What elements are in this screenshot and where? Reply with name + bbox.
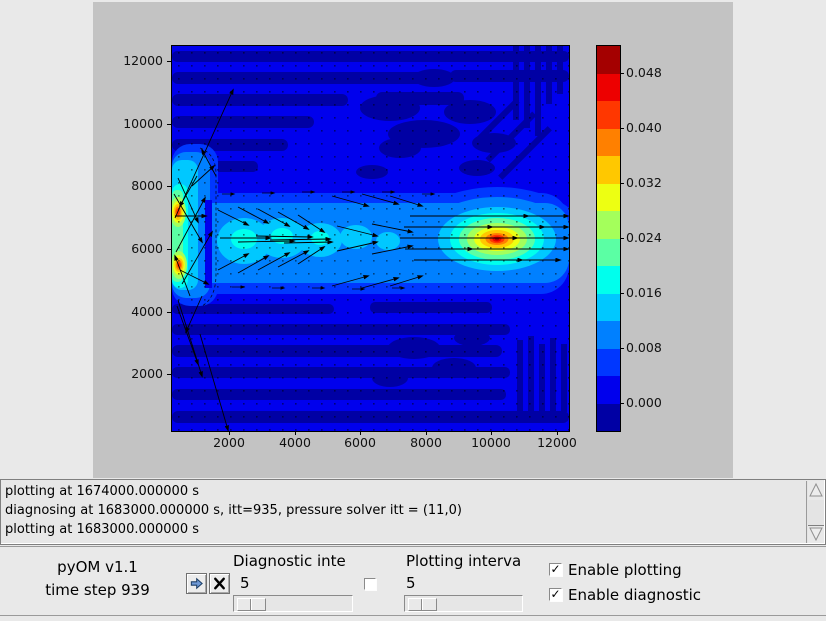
app-version-label: pyOM v1.1 (57, 558, 138, 576)
diagnostic-interval-label: Diagnostic inte (233, 552, 346, 570)
app-title: pyOM v1.1 time step 939 (15, 556, 180, 602)
x-tick (491, 431, 492, 435)
enable-plotting-checkbox[interactable]: ✓ (549, 563, 562, 576)
x-tick (557, 431, 558, 435)
figure-canvas: 0.048 0.040 0.032 0.024 0.016 0.008 0.000 2000 4… (93, 2, 733, 478)
colorbar-tick-label: 0.040 (626, 120, 662, 135)
colorbar (596, 45, 621, 432)
x-tick-label: 2000 (213, 435, 245, 450)
triangle-down-icon (809, 527, 823, 542)
colorbar-tick (621, 183, 624, 184)
x-tick-label: 6000 (344, 435, 376, 450)
quiver-arrows (173, 88, 569, 431)
control-panel: pyOM v1.1 time step 939 Diagnostic inte … (0, 546, 826, 616)
colorbar-segment (597, 348, 620, 376)
colorbar-segment (597, 266, 620, 294)
x-tick-label: 10000 (471, 435, 511, 450)
x-icon (214, 577, 225, 590)
x-tick (295, 431, 296, 435)
contour-plot-svg (172, 46, 569, 431)
y-tick-label: 10000 (123, 116, 163, 131)
y-tick (167, 249, 171, 250)
colorbar-segment (597, 156, 620, 184)
log-line: plotting at 1683000.000000 s (5, 522, 200, 537)
colorbar-tick (621, 73, 624, 74)
colorbar-segment (597, 73, 620, 101)
y-tick-label: 2000 (131, 366, 163, 381)
colorbar-tick-label: 0.024 (626, 230, 662, 245)
arrow-right-icon (190, 577, 203, 590)
colorbar-tick (621, 293, 624, 294)
colorbar-tick-label: 0.048 (626, 65, 662, 80)
colorbar-segment (597, 46, 620, 74)
y-tick-label: 8000 (131, 178, 163, 193)
contour-plot (171, 45, 570, 432)
colorbar-segment (597, 101, 620, 129)
quiver-arrows-small (222, 190, 436, 291)
y-tick-label: 6000 (131, 241, 163, 256)
quiver-dot-grid (172, 46, 569, 431)
log-scrollbar[interactable] (806, 481, 824, 543)
checkmark-icon: ✓ (550, 586, 561, 601)
plotting-interval-slider[interactable] (404, 595, 523, 612)
colorbar-tick-label: 0.000 (626, 395, 662, 410)
run-step-button[interactable] (186, 573, 207, 594)
colorbar-segment (597, 211, 620, 239)
colorbar-segment (597, 183, 620, 211)
stop-button[interactable] (209, 573, 230, 594)
colorbar-segment (597, 128, 620, 156)
scroll-up-button[interactable] (808, 481, 824, 500)
y-tick (167, 374, 171, 375)
diagnostic-interval-value: 5 (240, 574, 250, 592)
x-tick-label: 8000 (410, 435, 442, 450)
colorbar-tick-label: 0.008 (626, 340, 662, 355)
plotting-interval-value: 5 (406, 574, 416, 592)
enable-diagnostic-label: Enable diagnostic (568, 586, 702, 604)
x-tick (229, 431, 230, 435)
colorbar-segment (597, 238, 620, 266)
colorbar-segment (597, 403, 620, 431)
colorbar-segment (597, 293, 620, 321)
log-line: plotting at 1674000.000000 s (5, 484, 200, 499)
colorbar-tick (621, 403, 624, 404)
x-tick-label: 12000 (537, 435, 577, 450)
colorbar-tick (621, 128, 624, 129)
x-tick-label: 4000 (279, 435, 311, 450)
y-tick-label: 4000 (131, 304, 163, 319)
x-tick (426, 431, 427, 435)
colorbar-tick (621, 348, 624, 349)
enable-diagnostic-checkbox[interactable]: ✓ (549, 588, 562, 601)
slider-handle[interactable] (408, 598, 437, 611)
unlabeled-checkbox[interactable] (364, 578, 376, 590)
y-tick-label: 12000 (123, 53, 163, 68)
y-tick (167, 124, 171, 125)
y-tick (167, 61, 171, 62)
colorbar-segment (597, 321, 620, 349)
log-line: diagnosing at 1683000.000000 s, itt=935,… (5, 503, 462, 518)
enable-plotting-label: Enable plotting (568, 561, 682, 579)
plotting-interval-label: Plotting interva (406, 552, 522, 570)
colorbar-segment (597, 376, 620, 404)
y-tick (167, 312, 171, 313)
x-tick (360, 431, 361, 435)
y-tick (167, 186, 171, 187)
colorbar-tick-label: 0.016 (626, 285, 662, 300)
dashed-contour (199, 147, 217, 307)
log-text[interactable]: plotting at 1674000.000000 s diagnosing … (5, 482, 803, 542)
scroll-down-button[interactable] (808, 526, 824, 543)
colorbar-tick-label: 0.032 (626, 175, 662, 190)
log-panel: plotting at 1674000.000000 s diagnosing … (0, 479, 826, 545)
diagnostic-interval-slider[interactable] (233, 595, 353, 612)
time-step-label: time step 939 (45, 581, 150, 599)
checkmark-icon: ✓ (550, 561, 561, 576)
triangle-up-icon (809, 482, 823, 497)
colorbar-tick (621, 238, 624, 239)
slider-handle[interactable] (237, 598, 266, 611)
